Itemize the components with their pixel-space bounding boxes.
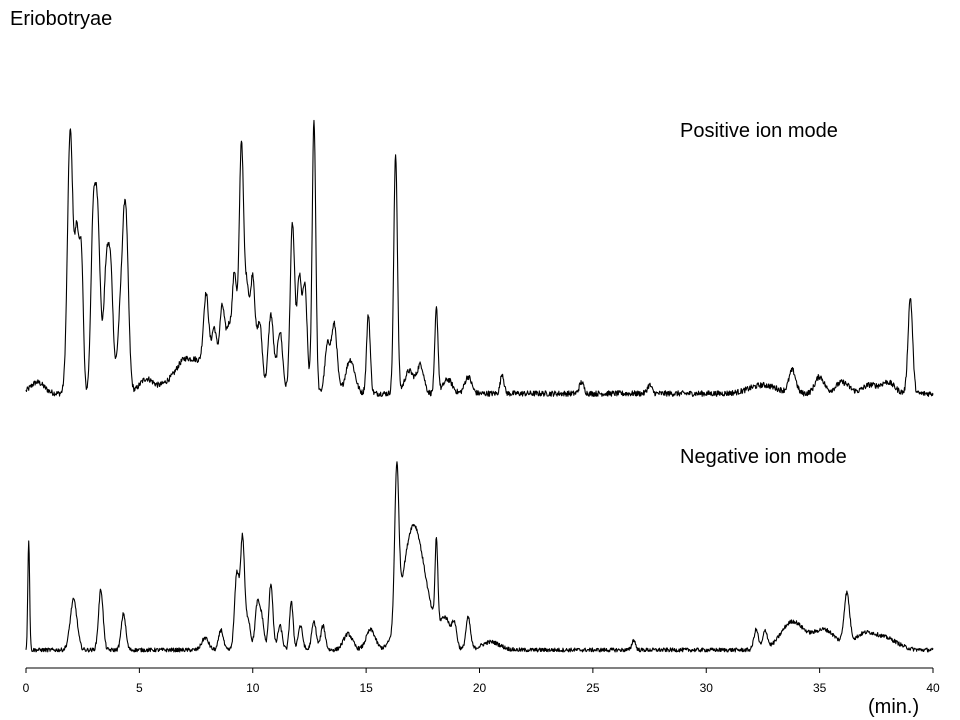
x-tick-label-40: 40 bbox=[926, 681, 940, 695]
x-axis-unit-label: (min.) bbox=[868, 696, 919, 718]
x-tick-label-35: 35 bbox=[813, 681, 827, 695]
x-tick-label-30: 30 bbox=[700, 681, 714, 695]
series-trace-negative bbox=[25, 461, 934, 653]
x-tick-label-0: 0 bbox=[23, 681, 30, 695]
x-tick-label-5: 5 bbox=[136, 681, 143, 695]
x-axis-ticks: 0 5 10 15 20 25 30 35 40 bbox=[23, 668, 940, 695]
x-tick-label-20: 20 bbox=[473, 681, 487, 695]
traces-group bbox=[25, 119, 934, 653]
series-trace-positive bbox=[25, 119, 934, 397]
series-label-positive: Positive ion mode bbox=[680, 120, 838, 142]
x-tick-label-10: 10 bbox=[246, 681, 260, 695]
x-tick-label-25: 25 bbox=[586, 681, 600, 695]
figure-title: Eriobotryae bbox=[10, 8, 113, 30]
x-tick-label-15: 15 bbox=[359, 681, 373, 695]
series-label-negative: Negative ion mode bbox=[680, 446, 847, 468]
